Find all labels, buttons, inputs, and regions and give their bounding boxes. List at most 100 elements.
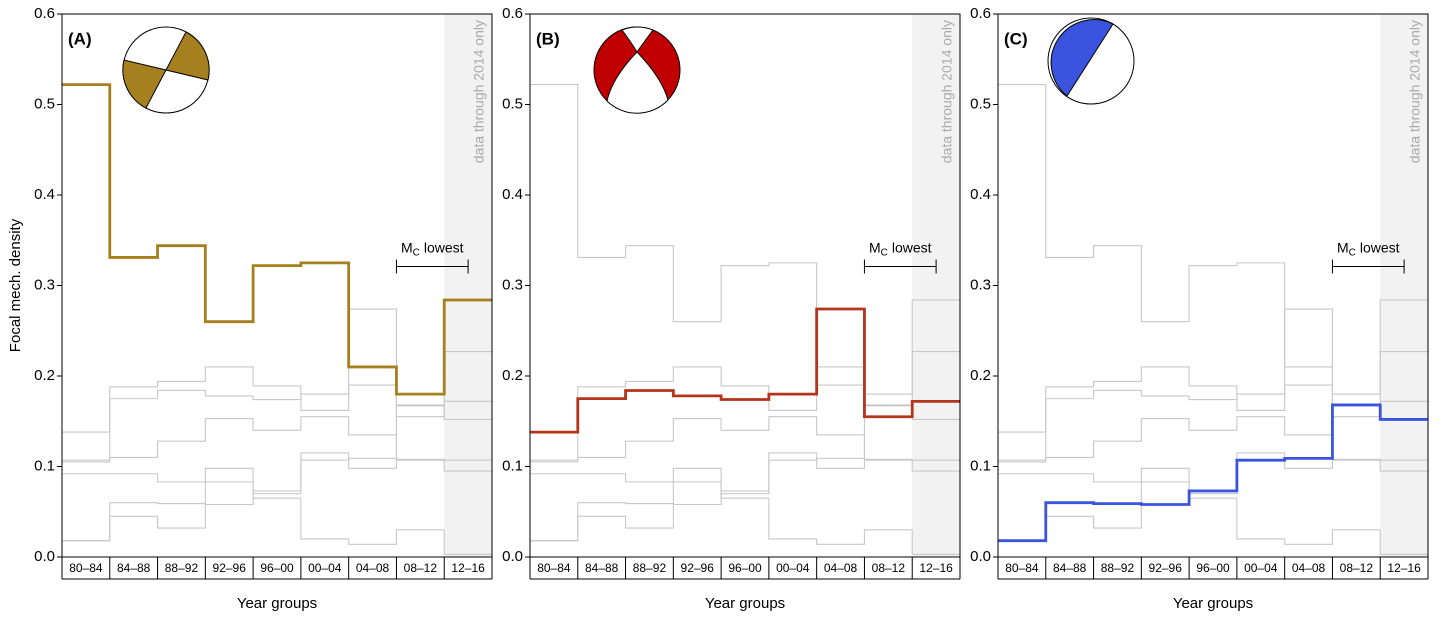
y-tick-label: 0.4 <box>34 186 55 203</box>
x-tick-label: 96–00 <box>1196 561 1230 575</box>
step-line <box>62 404 492 542</box>
x-tick-label: 12–16 <box>1387 561 1421 575</box>
y-tick-label: 0.6 <box>970 5 991 22</box>
x-tick-label: 12–16 <box>919 561 953 575</box>
x-tick-label: 08–12 <box>1340 561 1374 575</box>
x-axis-label: Year groups <box>705 595 785 612</box>
x-tick-label: 04–08 <box>1292 561 1326 575</box>
x-tick-label: 04–08 <box>824 561 858 575</box>
step-line <box>62 351 492 461</box>
step-line <box>998 452 1428 495</box>
y-tick-label: 0.2 <box>502 367 523 384</box>
x-tick-label: 92–96 <box>213 561 247 575</box>
step-line <box>530 452 960 495</box>
x-tick-label: 80–84 <box>537 561 571 575</box>
step-line <box>530 416 960 463</box>
y-axis-label: Focal mech. density <box>7 218 24 352</box>
beachball-b <box>593 26 681 114</box>
mc-label: M <box>401 239 413 255</box>
y-tick-label: 0.1 <box>970 457 991 474</box>
x-tick-label: 12–16 <box>451 561 485 575</box>
y-tick-label: 0.0 <box>34 548 55 565</box>
x-tick-label: 08–12 <box>872 561 906 575</box>
y-tick-label: 0.2 <box>970 367 991 384</box>
mc-label: M <box>1337 239 1349 255</box>
x-tick-label: 80–84 <box>1005 561 1039 575</box>
y-tick-label: 0.5 <box>970 95 991 112</box>
y-tick-label: 0.3 <box>970 276 991 293</box>
beachball-a <box>122 26 210 114</box>
x-tick-label: 00–04 <box>308 561 342 575</box>
step-line <box>62 416 492 463</box>
shaded-region <box>444 14 492 557</box>
step-line <box>530 404 960 542</box>
x-tick-label: 08–12 <box>404 561 438 575</box>
step-line <box>998 403 1428 543</box>
y-tick-label: 0.1 <box>502 457 523 474</box>
beachball-c <box>1047 17 1135 105</box>
y-tick-label: 0.5 <box>34 95 55 112</box>
mc-annotation: MC lowest <box>869 239 932 258</box>
mc-label: M <box>869 239 881 255</box>
plot-frame <box>61 13 493 558</box>
y-tick-label: 0.0 <box>970 548 991 565</box>
x-axis-label: Year groups <box>1173 595 1253 612</box>
y-tick-label: 0.4 <box>970 186 991 203</box>
x-axis-label: Year groups <box>237 595 317 612</box>
shaded-region <box>912 14 960 557</box>
panel-label: (A) <box>68 29 92 48</box>
mc-text: lowest <box>424 239 464 255</box>
step-line <box>62 481 492 555</box>
y-tick-label: 0.1 <box>34 457 55 474</box>
step-line <box>998 84 1428 395</box>
mc-text: lowest <box>1360 239 1400 255</box>
panel-label: (B) <box>536 29 560 48</box>
x-tick-label: 96–00 <box>260 561 294 575</box>
mc-sub: C <box>881 247 888 258</box>
y-tick-label: 0.5 <box>502 95 523 112</box>
shaded-region <box>1380 14 1428 557</box>
shade-label: data through 2014 only <box>939 20 955 163</box>
x-tick-label: 88–92 <box>1101 561 1135 575</box>
x-tick-label: 00–04 <box>776 561 810 575</box>
x-tick-label: 88–92 <box>633 561 667 575</box>
x-tick-label: 80–84 <box>69 561 103 575</box>
mc-text: lowest <box>892 239 932 255</box>
plots: data through 2014 only 0.0 0.1 0.2 0.3 0.4 0.5… <box>7 5 1429 612</box>
step-line <box>998 416 1428 463</box>
y-tick-label: 0.6 <box>502 5 523 22</box>
plot-frame <box>997 13 1429 558</box>
mc-annotation: MC lowest <box>1337 239 1400 258</box>
step-line <box>530 481 960 555</box>
step-line <box>998 481 1428 555</box>
step-line <box>530 84 960 395</box>
x-tick-label: 96–00 <box>728 561 762 575</box>
x-tick-label: 92–96 <box>1149 561 1183 575</box>
panel-label: (C) <box>1004 29 1028 48</box>
y-tick-label: 0.4 <box>502 186 523 203</box>
mc-sub: C <box>413 247 420 258</box>
mc-sub: C <box>1349 247 1356 258</box>
shade-label: data through 2014 only <box>471 20 487 163</box>
plot-frame <box>529 13 961 558</box>
y-tick-label: 0.3 <box>34 276 55 293</box>
step-line <box>530 307 960 434</box>
x-tick-label: 88–92 <box>165 561 199 575</box>
y-tick-label: 0.3 <box>502 276 523 293</box>
x-tick-label: 84–88 <box>585 561 619 575</box>
x-tick-label: 04–08 <box>356 561 390 575</box>
step-line <box>62 452 492 495</box>
y-tick-label: 0.2 <box>34 367 55 384</box>
y-tick-label: 0.0 <box>502 548 523 565</box>
x-tick-label: 84–88 <box>1053 561 1087 575</box>
y-tick-label: 0.6 <box>34 5 55 22</box>
x-tick-label: 84–88 <box>117 561 151 575</box>
step-line <box>530 351 960 461</box>
mc-annotation: MC lowest <box>401 239 464 258</box>
x-tick-label: 92–96 <box>681 561 715 575</box>
x-tick-label: 00–04 <box>1244 561 1278 575</box>
step-line <box>62 83 492 396</box>
step-line <box>998 308 1428 433</box>
step-line <box>62 308 492 433</box>
